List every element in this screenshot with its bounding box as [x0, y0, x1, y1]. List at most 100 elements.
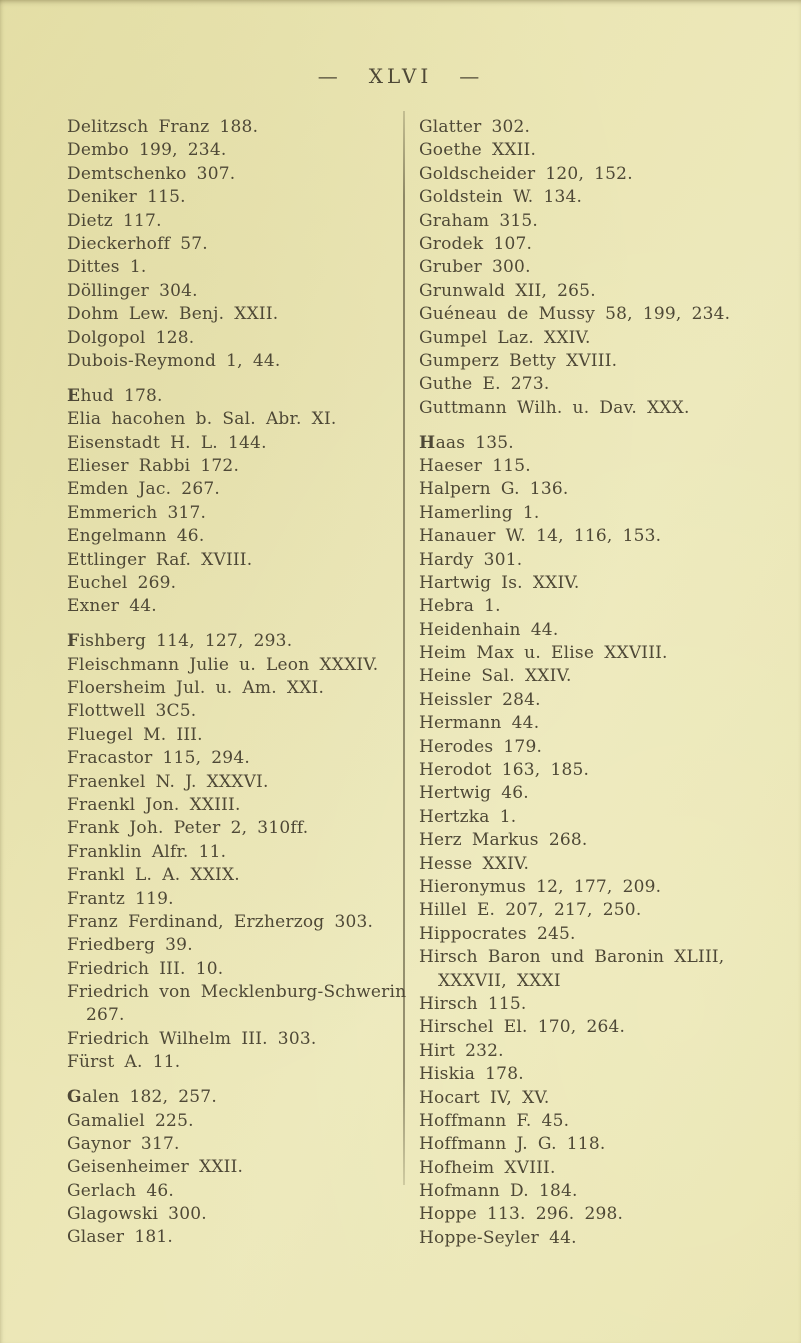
index-entry: Herz Markus 268. [419, 830, 588, 851]
index-entry: Gerlach 46. [67, 1180, 174, 1201]
group-initial: F [67, 631, 80, 652]
index-entry: Hamerling 1. [419, 502, 540, 523]
index-entry: Goldstein W. 134. [419, 187, 583, 208]
index-entry: Flottwell 3C5. [67, 701, 197, 722]
index-entry: Ettlinger Raf. XVIII. [67, 549, 253, 570]
page-header: — XLVI — [0, 64, 801, 88]
index-entry: Dembo 199, 234. [67, 140, 227, 161]
column-divider-rule [403, 111, 405, 1185]
index-entry: Hieronymus 12, 177, 209. [419, 877, 662, 897]
group-initial: E [67, 385, 81, 406]
index-entry: Engelmann 46. [67, 526, 205, 547]
index-entry: Hirschel El. 170, 264. [419, 1017, 626, 1038]
index-entry: Hirsch 115. [419, 993, 527, 1014]
index-entry: Dohm Lew. Benj. XXII. [67, 304, 279, 325]
index-entry: Herodot 163, 185. [419, 760, 590, 781]
index-entry: Dietz 117. [67, 210, 162, 231]
index-entry: Guthe E. 273. [419, 374, 550, 395]
index-entry: Hillel E. 207, 217, 250. [419, 900, 642, 921]
index-entry: Hertzka 1. [419, 806, 517, 827]
index-entry: Hirsch Baron und Baronin XLIII, [419, 947, 725, 968]
index-entry: Hippocrates 245. [419, 923, 576, 944]
index-entry: Fleischmann Julie u. Leon XXXIV. [67, 654, 379, 675]
index-entry: Heidenhain 44. [419, 619, 559, 640]
index-entry: Glatter 302. [419, 117, 531, 137]
index-entry: Friedrich von Mecklenburg-Schwerin [67, 982, 407, 1003]
index-entry: Exner 44. [67, 596, 157, 617]
index-column-left: Delitzsch Franz 188. Dembo 199, 234. Demts… [67, 116, 407, 1250]
index-entry: Franklin Alfr. 11. [67, 841, 227, 862]
index-entry: Fraenkel N. J. XXXVI. [67, 771, 269, 792]
index-entry: Emmerich 317. [67, 502, 207, 523]
index-entry: Graham 315. [419, 210, 539, 231]
header-right-dash: — [459, 64, 484, 88]
index-entry: Hirt 232. [419, 1040, 504, 1061]
index-entry: Hoppe 113. 296. 298. [419, 1204, 624, 1225]
index-entry: Hofheim XVIII. [419, 1157, 556, 1178]
index-entry: Heine Sal. XXIV. [419, 666, 572, 687]
index-entry: Gumpel Laz. XXIV. [419, 327, 591, 348]
header-left-dash: — [317, 64, 342, 88]
index-entry: Hofmann D. 184. [419, 1181, 578, 1202]
index-entry: Guttmann Wilh. u. Dav. XXX. [419, 397, 690, 418]
index-column-right: Glatter 302. Goethe XXII. Goldscheider 120… [419, 116, 789, 1250]
index-entry: Guéneau de Mussy 58, 199, 234. [419, 304, 731, 325]
index-entry: Herodes 179. [419, 736, 543, 757]
index-entry-continuation: 267. [86, 1005, 125, 1026]
index-entry: Fishberg 114, 127, 293. [67, 631, 293, 652]
index-entry: Franz Ferdinand, Erzherzog 303. [67, 911, 374, 932]
index-entry: Grunwald XII, 265. [419, 280, 596, 301]
index-entry: Dubois-Reymond 1, 44. [67, 350, 281, 371]
index-entry: Hartwig Is. XXIV. [419, 572, 580, 593]
index-entry: Frantz 119. [67, 888, 174, 909]
index-entry: Haas 135. [419, 432, 514, 453]
index-entry: Friedrich III. 10. [67, 958, 224, 979]
group-initial: G [67, 1087, 83, 1108]
index-entry: Hertwig 46. [419, 783, 529, 804]
index-entry: Hoffmann F. 45. [419, 1110, 570, 1131]
index-entry: Hardy 301. [419, 549, 523, 570]
index-entry: Ehud 178. [67, 385, 163, 406]
index-entry: Goldscheider 120, 152. [419, 163, 633, 184]
index-entry: Elia hacohen b. Sal. Abr. XI. [67, 409, 337, 430]
index-entry: Geisenheimer XXII. [67, 1157, 244, 1178]
index-entry: Döllinger 304. [67, 280, 198, 301]
index-entry: Dittes 1. [67, 257, 147, 278]
index-entry: Frank Joh. Peter 2, 310ff. [67, 818, 309, 839]
index-entry: Gruber 300. [419, 257, 531, 278]
page-number: XLVI [368, 64, 433, 88]
index-entry: Fürst A. 11. [67, 1052, 181, 1073]
index-entry: Glagowski 300. [67, 1204, 207, 1225]
index-entry: Elieser Rabbi 172. [67, 455, 240, 476]
index-entry: Gaynor 317. [67, 1133, 180, 1154]
index-entry: Grodek 107. [419, 233, 533, 254]
index-entry: Hebra 1. [419, 596, 501, 617]
index-entry: Deniker 115. [67, 187, 186, 208]
index-entry: Friedrich Wilhelm III. 303. [67, 1028, 317, 1049]
index-entry: Gamaliel 225. [67, 1110, 194, 1131]
index-entry: Fluegel M. III. [67, 724, 203, 745]
index-entry: Hesse XXIV. [419, 853, 530, 874]
index-entry: Heim Max u. Elise XXVIII. [419, 643, 668, 664]
index-entry-continuation: XXXVII, XXXI [438, 970, 561, 991]
index-entry: Heissler 284. [419, 689, 541, 710]
index-entry: Hoppe-Seyler 44. [419, 1227, 577, 1248]
index-entry: Hermann 44. [419, 713, 540, 734]
index-entry: Eisenstadt H. L. 144. [67, 432, 267, 453]
index-entry: Goethe XXII. [419, 140, 537, 161]
index-entry: Friedberg 39. [67, 935, 193, 956]
index-entry: Demtschenko 307. [67, 163, 236, 184]
index-entry: Hocart IV, XV. [419, 1087, 550, 1108]
index-entry: Hiskia 178. [419, 1064, 524, 1085]
index-entry: Gumperz Betty XVIII. [419, 350, 618, 371]
index-entry: Dolgopol 128. [67, 327, 195, 348]
index-entry: Emden Jac. 267. [67, 479, 220, 500]
index-entry: Hanauer W. 14, 116, 153. [419, 526, 662, 547]
index-entry: Frankl L. A. XXIX. [67, 865, 240, 886]
index-entry: Dieckerhoff 57. [67, 233, 208, 254]
index-entry: Glaser 181. [67, 1227, 174, 1248]
index-entry: Haeser 115. [419, 455, 531, 476]
index-entry: Delitzsch Franz 188. [67, 117, 259, 137]
index-entry: Euchel 269. [67, 572, 177, 593]
